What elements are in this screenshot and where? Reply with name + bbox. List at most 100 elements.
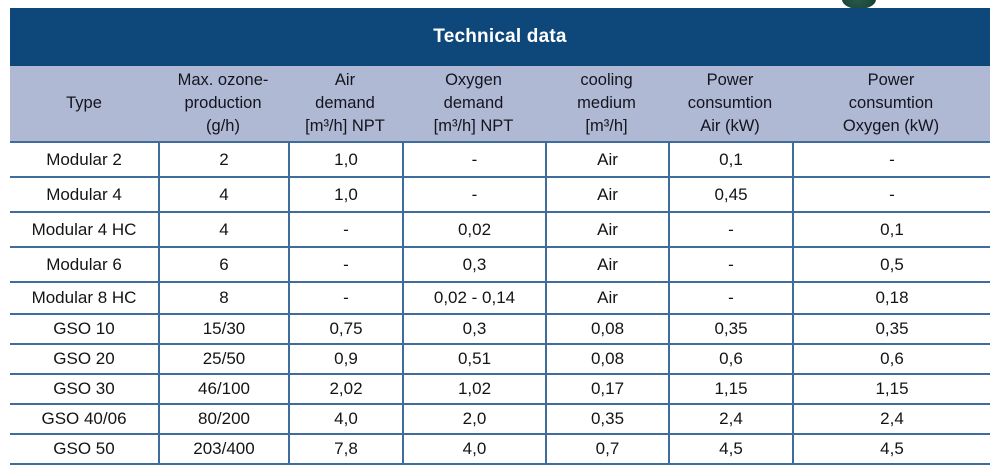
- technical-data-table: Technical data Type Max. ozone-production…: [10, 8, 990, 465]
- column-header-line: consumtion: [848, 94, 934, 112]
- column-header-air-demand: Air demand [m³/h] NPT: [288, 66, 402, 141]
- column-header-line: Oxygen (kW): [842, 117, 940, 135]
- table-row-gso-40-06: GSO 40/06 80/200 4,0 2,0 0,35 2,4 2,4: [10, 405, 990, 435]
- cell-cooling-medium: Air: [545, 178, 668, 211]
- cell-power-consumtion-oxygen: 0,18: [792, 283, 990, 313]
- column-header-line: consumtion: [687, 94, 773, 112]
- cell-power-consumtion-air: 4,5: [668, 435, 792, 463]
- column-header-power-consumtion-air: Power consumtion Air (kW): [668, 66, 792, 141]
- cell-type: Modular 2: [46, 149, 122, 169]
- cell-oxygen-demand: 0,02: [402, 213, 545, 246]
- logo-fragment: [842, 0, 876, 9]
- cell-max-ozone-production: 15/30: [158, 315, 288, 343]
- cell-max-ozone-production: 46/100: [158, 375, 288, 403]
- cell-type: GSO 30: [53, 379, 115, 398]
- cell-type: GSO 40/06: [41, 409, 127, 428]
- cell-type: GSO 20: [53, 349, 115, 368]
- column-header-line: medium: [577, 94, 636, 112]
- column-header-line: Type: [66, 94, 102, 112]
- cell-air-demand: -: [288, 248, 402, 281]
- cell-oxygen-demand: 0,02 - 0,14: [402, 283, 545, 313]
- cell-power-consumtion-oxygen: 0,1: [792, 213, 990, 246]
- cell-max-ozone-production: 8: [158, 283, 288, 313]
- table-row-modular-8-hc: Modular 8 HC 8-0,02 - 0,14 Air -0,18: [10, 283, 990, 315]
- cell-type: Modular 8 HC: [31, 288, 137, 307]
- cell-type: GSO 50: [53, 439, 115, 458]
- column-header-type: Type: [10, 66, 158, 141]
- table-row-gso-10: GSO 10 15/30 0,75 0,3 0,08 0,35 0,35: [10, 315, 990, 345]
- table-row-gso-30: GSO 30 46/100 2,02 1,02 0,17 1,15 1,15: [10, 375, 990, 405]
- cell-oxygen-demand: 0,3: [402, 248, 545, 281]
- column-header-line: Oxygen: [445, 71, 502, 89]
- column-header-line: demand: [315, 94, 375, 112]
- table-row-gso-50: GSO 50 203/400 7,8 4,0 0,7 4,5 4,5: [10, 435, 990, 465]
- table-row-gso-20: GSO 20 25/50 0,9 0,51 0,08 0,6 0,6: [10, 345, 990, 375]
- column-header-oxygen-demand: Oxygen demand [m³/h] NPT: [402, 66, 545, 141]
- cell-type: Modular 4 HC: [31, 219, 137, 239]
- cell-power-consumtion-air: -: [668, 283, 792, 313]
- cell-max-ozone-production: 4: [158, 178, 288, 211]
- column-header-line: [m³/h]: [585, 117, 628, 135]
- cell-power-consumtion-oxygen: 2,4: [792, 405, 990, 433]
- cell-power-consumtion-oxygen: -: [792, 143, 990, 176]
- cell-power-consumtion-oxygen: 0,35: [792, 315, 990, 343]
- cell-oxygen-demand: 2,0: [402, 405, 545, 433]
- table-header-row: Type Max. ozone-production (g/h) Air demand […: [10, 66, 990, 143]
- cell-power-consumtion-oxygen: 4,5: [792, 435, 990, 463]
- cell-cooling-medium: Air: [545, 283, 668, 313]
- cell-cooling-medium: 0,7: [545, 435, 668, 463]
- cell-max-ozone-production: 6: [158, 248, 288, 281]
- cell-cooling-medium: 0,08: [545, 345, 668, 373]
- cell-max-ozone-production: 80/200: [158, 405, 288, 433]
- cell-power-consumtion-oxygen: 0,5: [792, 248, 990, 281]
- column-header-line: (g/h): [206, 117, 240, 135]
- cell-power-consumtion-air: -: [668, 248, 792, 281]
- cell-air-demand: -: [288, 283, 402, 313]
- cell-max-ozone-production: 203/400: [158, 435, 288, 463]
- cell-cooling-medium: Air: [545, 213, 668, 246]
- cell-air-demand: 0,75: [288, 315, 402, 343]
- cell-power-consumtion-air: -: [668, 213, 792, 246]
- cell-oxygen-demand: 0,3: [402, 315, 545, 343]
- cell-air-demand: -: [288, 213, 402, 246]
- cell-air-demand: 2,02: [288, 375, 402, 403]
- cell-max-ozone-production: 25/50: [158, 345, 288, 373]
- table-row-modular-4-hc: Modular 4 HC 4-0,02 Air -0,1: [10, 213, 990, 248]
- cell-oxygen-demand: -: [402, 143, 545, 176]
- cell-oxygen-demand: -: [402, 178, 545, 211]
- cell-power-consumtion-air: 2,4: [668, 405, 792, 433]
- column-header-power-consumtion-oxygen: Power consumtion Oxygen (kW): [792, 66, 990, 141]
- cell-air-demand: 7,8: [288, 435, 402, 463]
- table-body: Modular 2 2 1,0- Air 0,1- Modular 4 4 1,0- Air 0,…: [10, 143, 990, 465]
- table-title-bar: Technical data: [10, 8, 990, 66]
- table-title: Technical data: [433, 26, 567, 47]
- cell-type: GSO 10: [53, 319, 115, 338]
- cell-max-ozone-production: 4: [158, 213, 288, 246]
- table-row-modular-6: Modular 6 6-0,3 Air -0,5: [10, 248, 990, 283]
- column-header-line: [m³/h] NPT: [433, 117, 514, 135]
- column-header-line: cooling: [580, 71, 633, 89]
- cell-air-demand: 4,0: [288, 405, 402, 433]
- cell-oxygen-demand: 0,51: [402, 345, 545, 373]
- cell-power-consumtion-oxygen: 0,6: [792, 345, 990, 373]
- column-header-max-ozone-production: Max. ozone-production (g/h): [158, 66, 288, 141]
- cell-air-demand: 1,0: [288, 178, 402, 211]
- column-header-line: production: [184, 94, 262, 112]
- cell-cooling-medium: Air: [545, 248, 668, 281]
- column-header-line: Power: [706, 71, 754, 89]
- cell-cooling-medium: 0,35: [545, 405, 668, 433]
- cell-power-consumtion-air: 0,6: [668, 345, 792, 373]
- cell-power-consumtion-air: 1,15: [668, 375, 792, 403]
- cell-max-ozone-production: 2: [158, 143, 288, 176]
- table-row-modular-2: Modular 2 2 1,0- Air 0,1-: [10, 143, 990, 178]
- cell-power-consumtion-oxygen: -: [792, 178, 990, 211]
- cell-power-consumtion-air: 0,35: [668, 315, 792, 343]
- cell-type: Modular 6: [46, 254, 122, 274]
- column-header-line: Air: [334, 71, 356, 89]
- column-header-line: Power: [867, 71, 915, 89]
- cell-oxygen-demand: 4,0: [402, 435, 545, 463]
- cell-type: Modular 4: [46, 184, 122, 204]
- cell-air-demand: 0,9: [288, 345, 402, 373]
- cell-oxygen-demand: 1,02: [402, 375, 545, 403]
